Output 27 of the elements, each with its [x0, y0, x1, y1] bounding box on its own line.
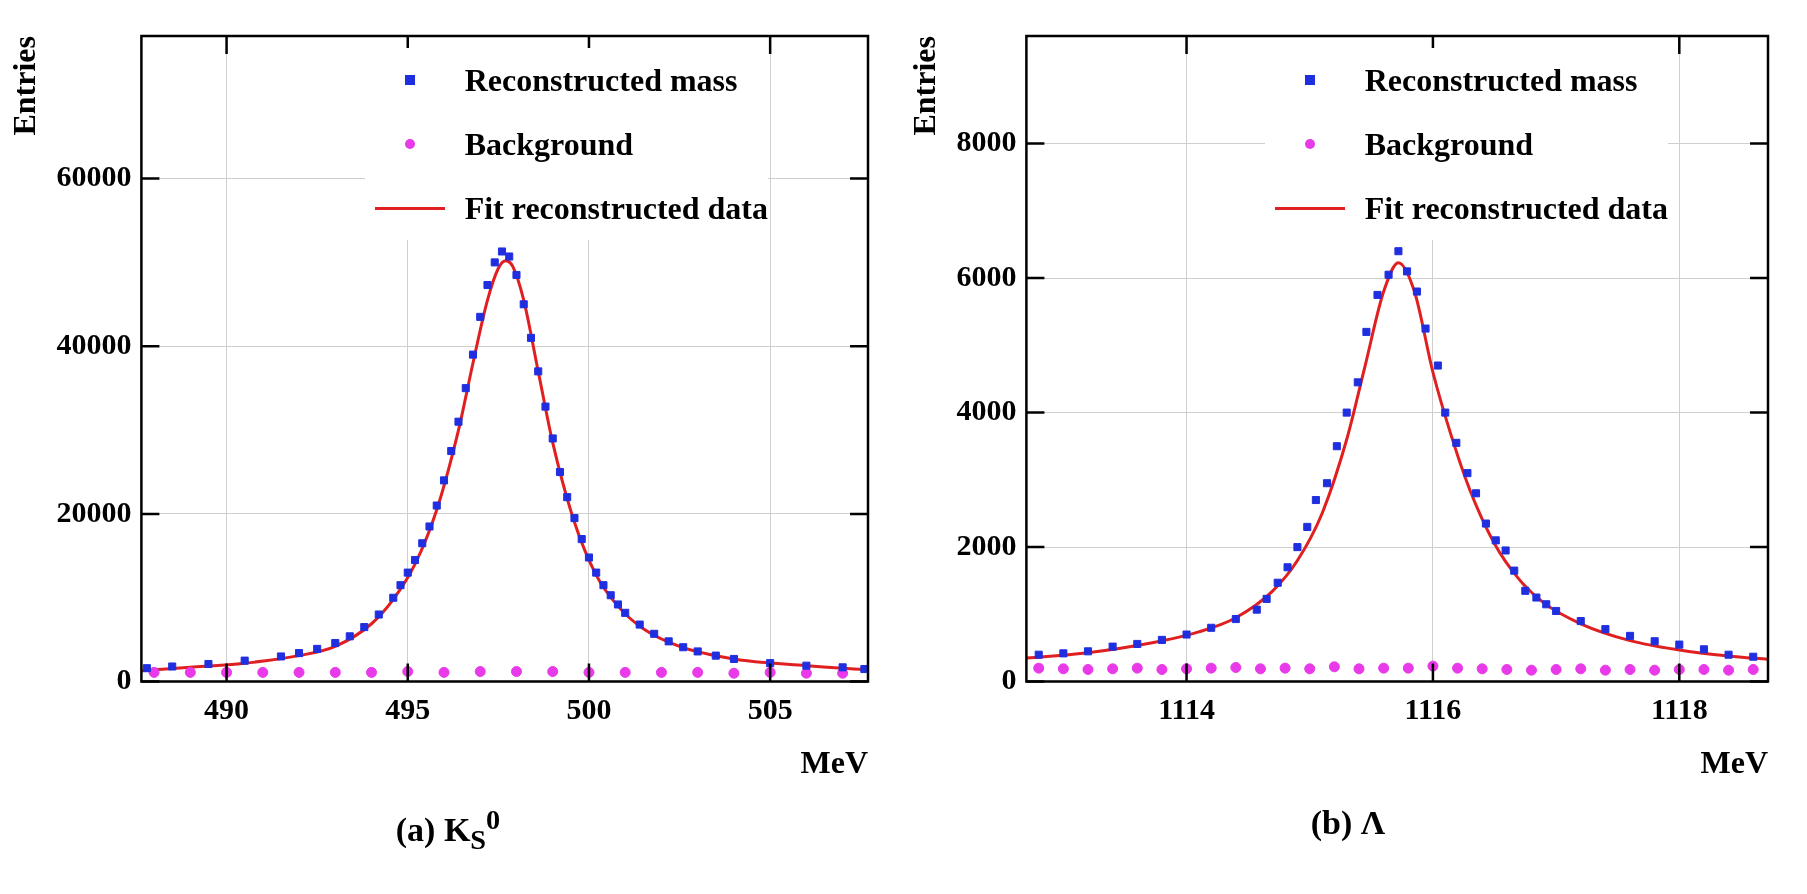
legend-label: Background — [1364, 125, 1534, 163]
y-tick-label: 0 — [116, 662, 132, 696]
x-tick-label: 495 — [385, 692, 431, 726]
y-tick-label: 8000 — [956, 124, 1017, 158]
y-tick-label: 20000 — [56, 494, 132, 528]
legend-label: Fit reconstructed data — [1364, 189, 1668, 227]
x-tick-label: 1118 — [1650, 692, 1708, 726]
text: (b) Λ — [1310, 804, 1386, 841]
legend-label: Fit reconstructed data — [464, 189, 768, 227]
x-tick-label: 505 — [747, 692, 793, 726]
y-tick-label: 6000 — [956, 258, 1017, 292]
x-tick-label: 1114 — [1158, 692, 1215, 726]
x-tick-label: 500 — [566, 692, 612, 726]
y-tick-label: 2000 — [956, 527, 1017, 561]
y-axis-title: Entries — [906, 36, 943, 136]
x-axis-title: MeV — [1700, 744, 1768, 781]
legend-label: Reconstructed mass — [1364, 61, 1638, 99]
y-tick-label: 0 — [1001, 662, 1017, 696]
x-tick-label: 1116 — [1404, 692, 1462, 726]
y-axis-title: Entries — [6, 36, 43, 136]
x-axis-title: MeV — [800, 744, 868, 781]
legend-label: Background — [464, 125, 634, 163]
y-tick-label: 40000 — [56, 326, 132, 360]
y-tick-label: 60000 — [56, 159, 132, 193]
y-tick-label: 4000 — [956, 393, 1017, 427]
x-tick-label: 490 — [204, 692, 250, 726]
legend-label: Reconstructed mass — [464, 61, 738, 99]
